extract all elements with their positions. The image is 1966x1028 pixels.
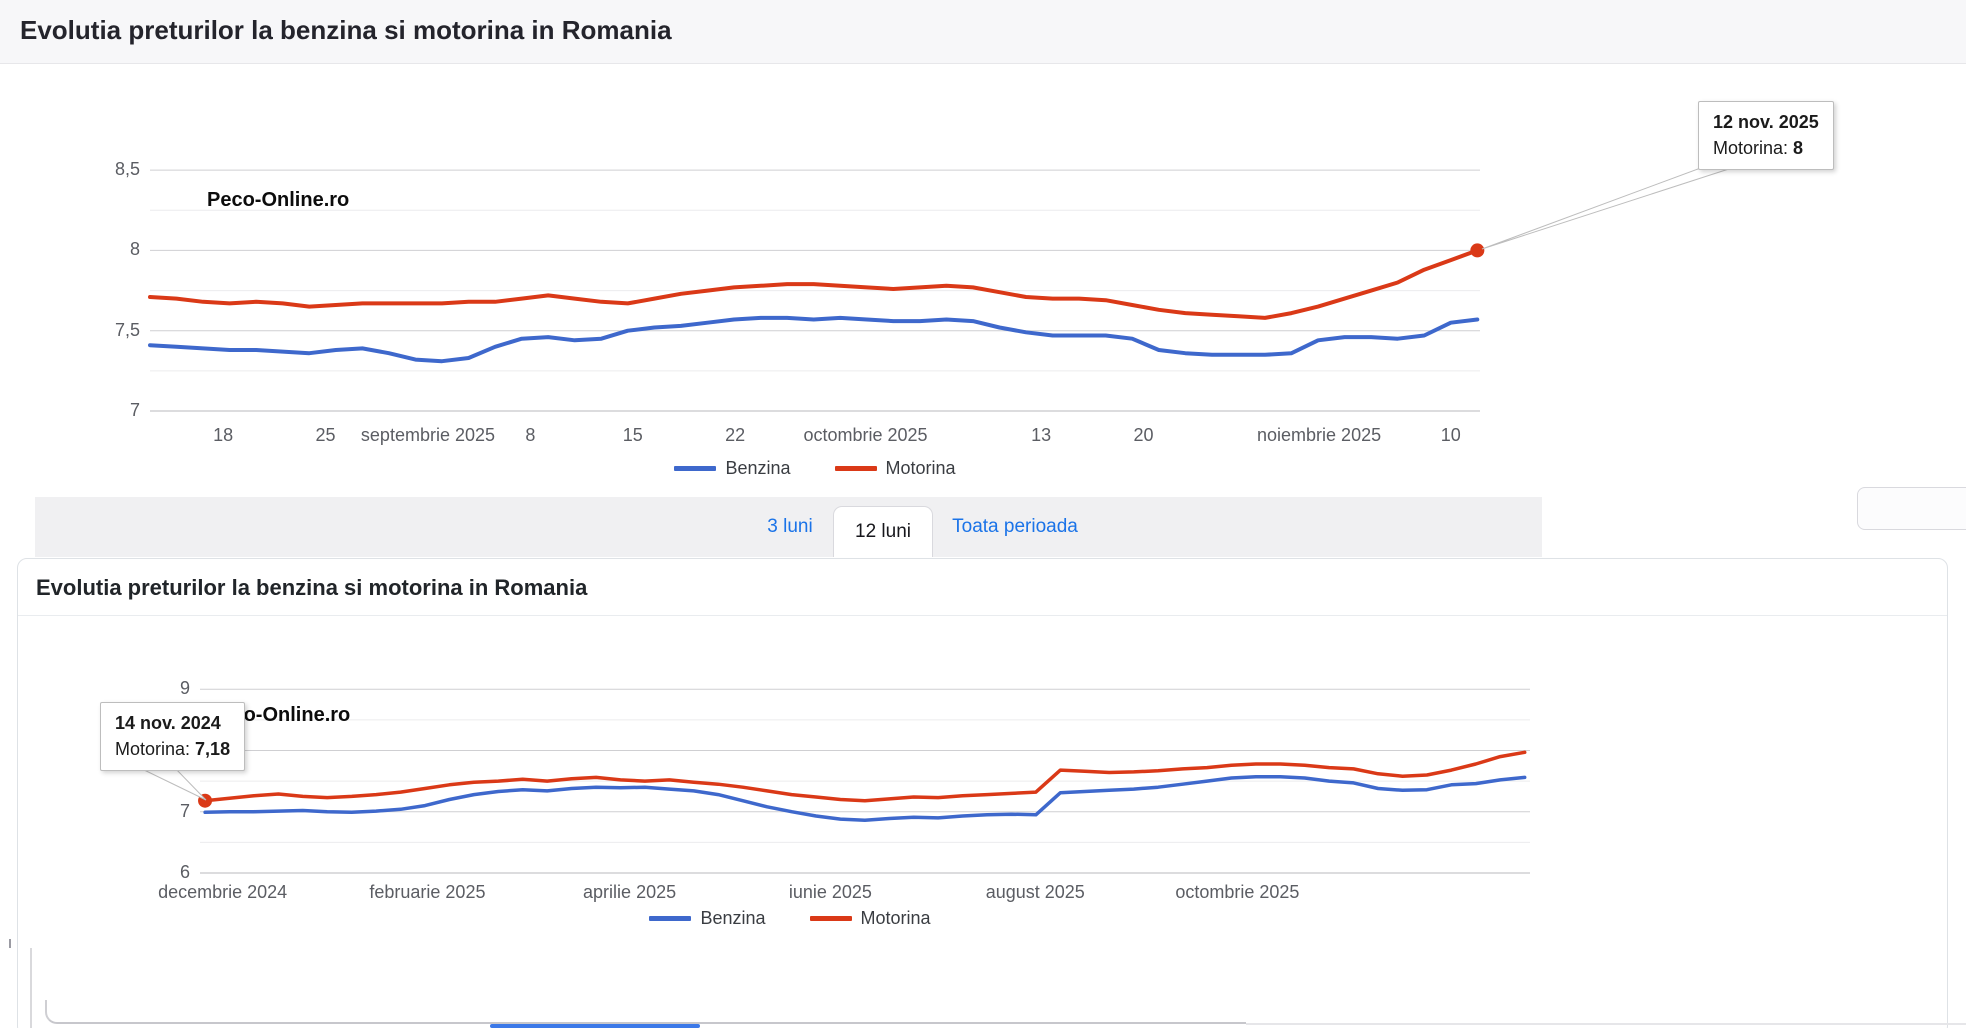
- plot-area[interactable]: [148, 130, 1485, 412]
- legend-item-benzina: Benzina: [649, 908, 766, 929]
- legend-line-swatch: [649, 916, 692, 921]
- tooltip: 14 nov. 2024 Motorina: 7,18: [100, 702, 246, 771]
- x-axis-label: 20: [1133, 425, 1154, 445]
- watermark: Peco-Online.ro: [207, 189, 350, 211]
- legend-line-swatch: [674, 466, 717, 471]
- scrollbar-thumb[interactable]: [490, 1024, 700, 1028]
- x-axis-label: septembrie 2025: [360, 425, 496, 445]
- legend-label: Motorina: [885, 458, 956, 478]
- legend-line-swatch: [809, 916, 852, 921]
- y-axis-label: 7,5: [114, 319, 140, 340]
- tab-toata-perioada[interactable]: Toata perioada: [952, 516, 1078, 537]
- y-axis-label: 8: [129, 239, 140, 260]
- left-edge-line: [30, 948, 32, 1028]
- legend-line-swatch: [834, 466, 877, 471]
- x-axis-label: 22: [725, 425, 746, 445]
- header-bar: Evolutia preturilor la benzina si motori…: [0, 0, 1966, 64]
- x-axis-label: 10: [1440, 425, 1461, 445]
- legend-item-motorina: Motorina: [834, 458, 956, 479]
- x-axis-label: 18: [213, 425, 234, 445]
- tooltip-date: 12 nov. 2025: [1713, 112, 1819, 132]
- chart-12-months[interactable]: Peco-Online.ro6789decembrie 2024februari…: [0, 640, 1966, 930]
- y-axis-label: 9: [179, 678, 190, 699]
- y-axis-label: 6: [179, 862, 190, 882]
- x-axis-label: august 2025: [985, 882, 1085, 902]
- series-motorina[interactable]: [203, 750, 1527, 803]
- legend: Benzina Motorina: [415, 458, 1215, 479]
- tooltip-value: Motorina: 7,18: [115, 739, 231, 759]
- x-axis-label: 25: [315, 425, 336, 445]
- chart-card-12-months: Evolutia preturilor la benzina si motori…: [17, 558, 1948, 1028]
- tooltip-pointer: [1481, 165, 1739, 250]
- series-benzina[interactable]: [203, 775, 1527, 823]
- series-motorina[interactable]: [148, 248, 1480, 320]
- series-benzina[interactable]: [148, 315, 1480, 364]
- card-title: Evolutia preturilor la benzina si motori…: [36, 575, 588, 600]
- edge-panel: [1857, 487, 1966, 530]
- card-header: Evolutia preturilor la benzina si motori…: [18, 559, 1947, 616]
- x-axis-label: aprilie 2025: [583, 882, 677, 902]
- x-axis-label: octombrie 2025: [1175, 882, 1300, 902]
- x-axis-label: februarie 2025: [369, 882, 486, 902]
- tab-3-luni[interactable]: 3 luni: [767, 516, 813, 537]
- plot-area[interactable]: [198, 650, 1530, 874]
- bottom-rule: [1246, 1023, 1966, 1025]
- tooltip: 12 nov. 2025 Motorina: 8: [1698, 101, 1834, 170]
- x-axis-label: 15: [622, 425, 643, 445]
- tooltip-value: Motorina: 8: [1713, 138, 1804, 158]
- selected-point[interactable]: [1470, 243, 1485, 258]
- x-axis-label: noiembrie 2025: [1257, 425, 1382, 445]
- x-axis-label: decembrie 2024: [158, 882, 288, 902]
- legend-label: Benzina: [700, 908, 766, 928]
- period-tabs: 3 luni 12 luni Toata perioada: [35, 497, 1542, 557]
- page-title: Evolutia preturilor la benzina si motori…: [20, 15, 672, 45]
- y-axis-label: 8,5: [114, 159, 140, 180]
- y-axis-label: 7: [179, 800, 190, 821]
- legend-item-motorina: Motorina: [809, 908, 931, 929]
- x-axis-label: iunie 2025: [788, 882, 872, 902]
- legend-label: Benzina: [725, 458, 791, 478]
- x-axis-label: octombrie 2025: [803, 425, 928, 445]
- x-axis-label: 13: [1031, 425, 1052, 445]
- legend-item-benzina: Benzina: [674, 458, 791, 479]
- legend: Benzina Motorina: [390, 908, 1190, 929]
- tooltip-date: 14 nov. 2024: [115, 713, 221, 733]
- left-edge-tick: [9, 939, 11, 948]
- y-axis-label: 7: [129, 400, 140, 420]
- chart-3-months[interactable]: Peco-Online.ro 7 7,5 8 8,5 18 25 septembrie 202…: [0, 92, 1966, 492]
- legend-label: Motorina: [860, 908, 931, 928]
- partial-card-bottom: [45, 1000, 1246, 1024]
- x-axis-label: 8: [525, 425, 536, 445]
- tab-12-luni[interactable]: 12 luni: [833, 506, 933, 557]
